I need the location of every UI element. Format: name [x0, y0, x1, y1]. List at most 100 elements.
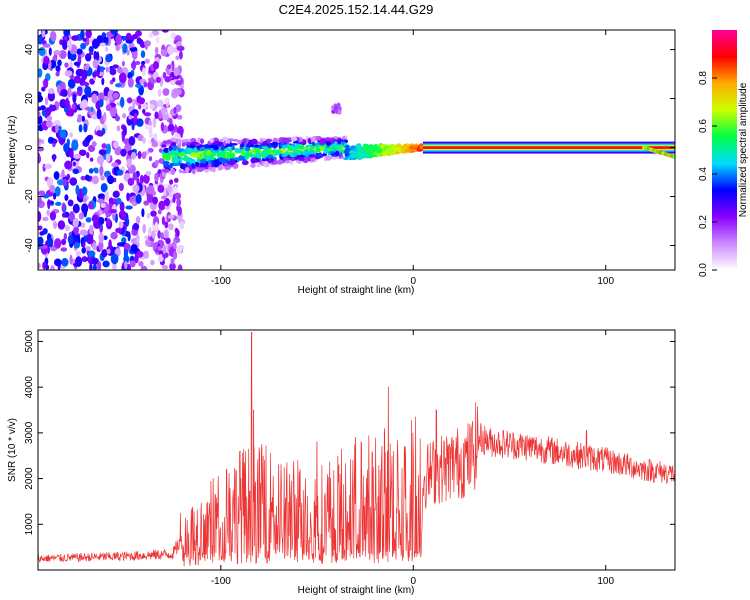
spread-cell [192, 154, 197, 158]
noise-cell [148, 132, 154, 139]
y-tick-label: -40 [24, 238, 35, 253]
spread-cell [263, 161, 270, 168]
noise-cell [138, 260, 144, 267]
noise-cell [73, 153, 81, 160]
spread-cell [200, 138, 204, 144]
spread-cell [229, 152, 236, 159]
noise-cell [141, 60, 146, 66]
noise-cell [174, 227, 179, 234]
y-tick-label: 40 [24, 44, 35, 56]
converging-cell [364, 154, 370, 159]
noise-cell [130, 244, 138, 253]
noise-cell [134, 112, 138, 119]
noise-cell [111, 162, 119, 168]
converging-cell [358, 153, 365, 158]
noise-cell [38, 262, 41, 269]
noise-cell [115, 34, 123, 46]
x-tick-label: -100 [211, 276, 231, 287]
colorbar-tick-label: 0.0 [698, 263, 709, 277]
spread-cell [219, 158, 227, 163]
noise-cell [142, 108, 146, 115]
noise-cell [82, 197, 87, 203]
noise-cell [67, 235, 74, 244]
spread-cell [297, 143, 304, 150]
noise-cell [116, 169, 124, 176]
noise-cell [137, 134, 144, 142]
spread-cell [212, 166, 216, 173]
noise-cell [162, 113, 169, 121]
noise-cell [139, 174, 144, 184]
noise-cell [108, 197, 114, 204]
noise-cell [170, 257, 175, 265]
converging-cell [344, 147, 351, 152]
chart-title: C2E4.2025.152.14.44.G29 [279, 2, 434, 17]
noise-cell [143, 81, 148, 88]
noise-cell [104, 190, 109, 202]
noise-cell [120, 148, 127, 157]
noise-cell [119, 201, 125, 212]
noise-cell [57, 220, 66, 230]
noise-cell [84, 174, 90, 181]
noise-cell [154, 159, 159, 166]
converging-cell [373, 144, 379, 149]
snr-panel: -100 0 100 1000 2000 3000 4000 5000 Height of s… [7, 329, 676, 596]
noise-cell [154, 221, 159, 231]
noise-cell [74, 241, 80, 249]
noise-cell [92, 59, 99, 69]
noise-cell [144, 58, 150, 64]
spread-cell [319, 138, 327, 145]
converging-cell [347, 155, 353, 159]
spread-cell [197, 167, 204, 173]
noise-cell [61, 202, 66, 211]
noise-cell [120, 96, 125, 108]
noise-cell [114, 146, 122, 156]
noise-cell [157, 230, 161, 239]
spread-cell [292, 152, 298, 156]
noise-cell [78, 212, 84, 220]
noise-cell [152, 61, 160, 70]
noise-cell [118, 221, 124, 229]
noise-cell [157, 89, 162, 97]
noise-cell [176, 45, 185, 52]
noise-cell [144, 235, 149, 240]
spread-cell [232, 138, 239, 142]
noise-cell [130, 151, 137, 160]
noise-cell [81, 247, 86, 254]
noise-cell [87, 144, 96, 153]
spread-cell [163, 147, 170, 154]
spread-cell [284, 137, 291, 144]
noise-cell [97, 92, 105, 103]
noise-cell [38, 106, 43, 111]
noise-cell [60, 247, 68, 252]
noise-cell [131, 200, 136, 206]
noise-cell [98, 240, 104, 251]
spread-cell [206, 155, 211, 161]
noise-cell [176, 198, 182, 207]
line-tail-cell [672, 155, 675, 159]
spread-cell [290, 158, 295, 161]
noise-cell [80, 42, 87, 50]
noise-cell [41, 86, 46, 92]
noise-cell [118, 72, 127, 84]
spectrogram-x-label: Height of straight line (km) [298, 285, 415, 296]
noise-cell [142, 223, 146, 234]
spread-cell [213, 160, 220, 167]
noise-cell [154, 172, 159, 182]
noise-cell [38, 225, 43, 231]
noise-cell [91, 141, 97, 147]
noise-cell [93, 50, 98, 61]
noise-cell [173, 185, 178, 194]
noise-cell [106, 143, 111, 155]
noise-cell [47, 237, 54, 248]
spectrogram-y-label: Frequency (Hz) [7, 116, 18, 185]
converging-cell [394, 151, 400, 155]
noise-cell [140, 50, 146, 59]
noise-cell [69, 177, 78, 186]
noise-cell [123, 243, 131, 251]
spread-cell [199, 152, 203, 159]
noise-cell [97, 198, 105, 204]
spread-cell [209, 144, 215, 148]
noise-cell [157, 209, 162, 215]
noise-cell [131, 48, 138, 60]
noise-cell [97, 216, 105, 225]
